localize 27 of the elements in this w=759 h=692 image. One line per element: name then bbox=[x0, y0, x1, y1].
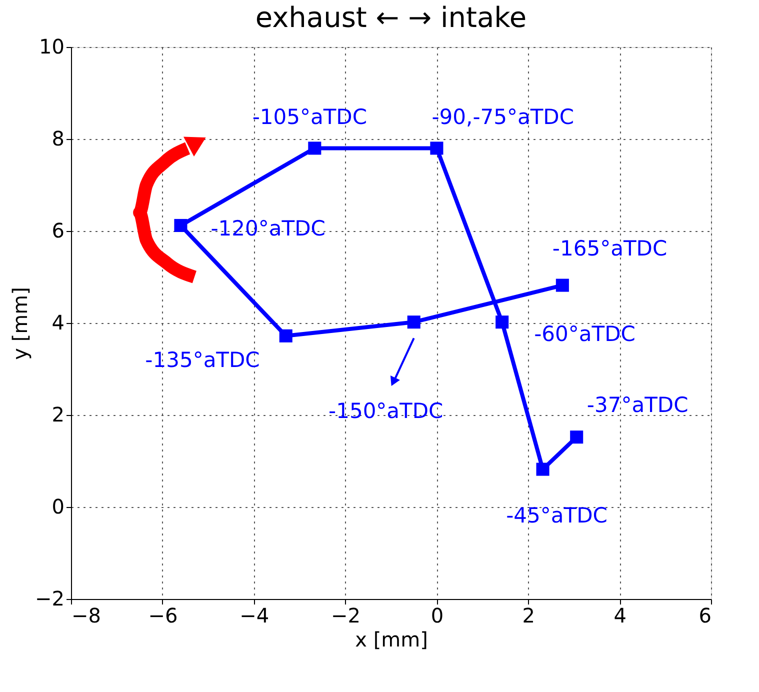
annotation: -45°aTDC bbox=[506, 503, 608, 528]
annotation: -60°aTDC bbox=[534, 322, 636, 346]
y-tick-label: 8 bbox=[52, 126, 64, 150]
x-tick-label: −6 bbox=[148, 604, 178, 628]
chart-title: exhaust ← → intake bbox=[255, 1, 527, 34]
y-tick-label: 4 bbox=[52, 310, 64, 334]
x-tick-label: 6 bbox=[698, 604, 712, 628]
y-tick-label: 0 bbox=[52, 494, 64, 518]
y-tick-label: −2 bbox=[35, 586, 64, 610]
x-tick-label: 4 bbox=[614, 604, 626, 628]
annotation: -37°aTDC bbox=[586, 393, 688, 418]
annotation: -150°aTDC bbox=[328, 399, 444, 424]
annotation: -120°aTDC bbox=[210, 216, 326, 240]
y-axis-title: y [mm] bbox=[8, 287, 32, 360]
annotation: -165°aTDC bbox=[552, 236, 668, 260]
x-tick-label: −2 bbox=[331, 604, 361, 628]
y-tick-label: 2 bbox=[52, 402, 64, 426]
x-tick-label: 0 bbox=[430, 604, 444, 628]
x-tick-label: −8 bbox=[72, 604, 101, 628]
y-tick-label: 10 bbox=[39, 34, 64, 58]
x-tick-label: 2 bbox=[522, 604, 536, 628]
x-tick-label: −4 bbox=[240, 604, 270, 628]
annotation: -135°aTDC bbox=[145, 348, 260, 372]
annotation: -105°aTDC bbox=[252, 105, 368, 130]
annotation: -90,-75°aTDC bbox=[432, 105, 574, 130]
y-tick-label: 6 bbox=[52, 218, 64, 242]
x-axis-title: x [mm] bbox=[355, 628, 428, 652]
